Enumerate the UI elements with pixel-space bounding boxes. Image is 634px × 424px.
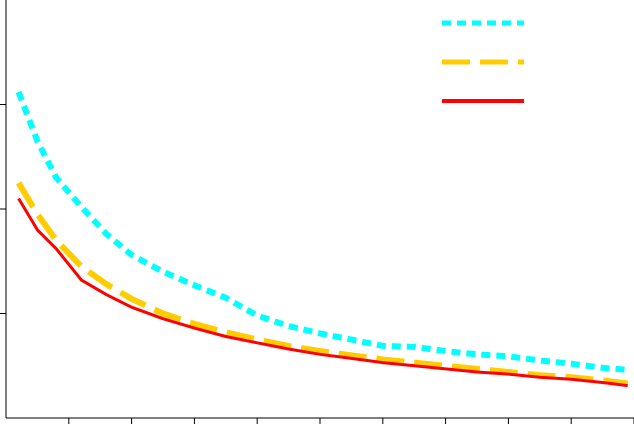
series-line-3 (17, 197, 628, 388)
legend (442, 20, 524, 103)
series-line-1 (15, 90, 628, 373)
series-line-2 (16, 181, 629, 387)
plot-area (15, 90, 629, 388)
